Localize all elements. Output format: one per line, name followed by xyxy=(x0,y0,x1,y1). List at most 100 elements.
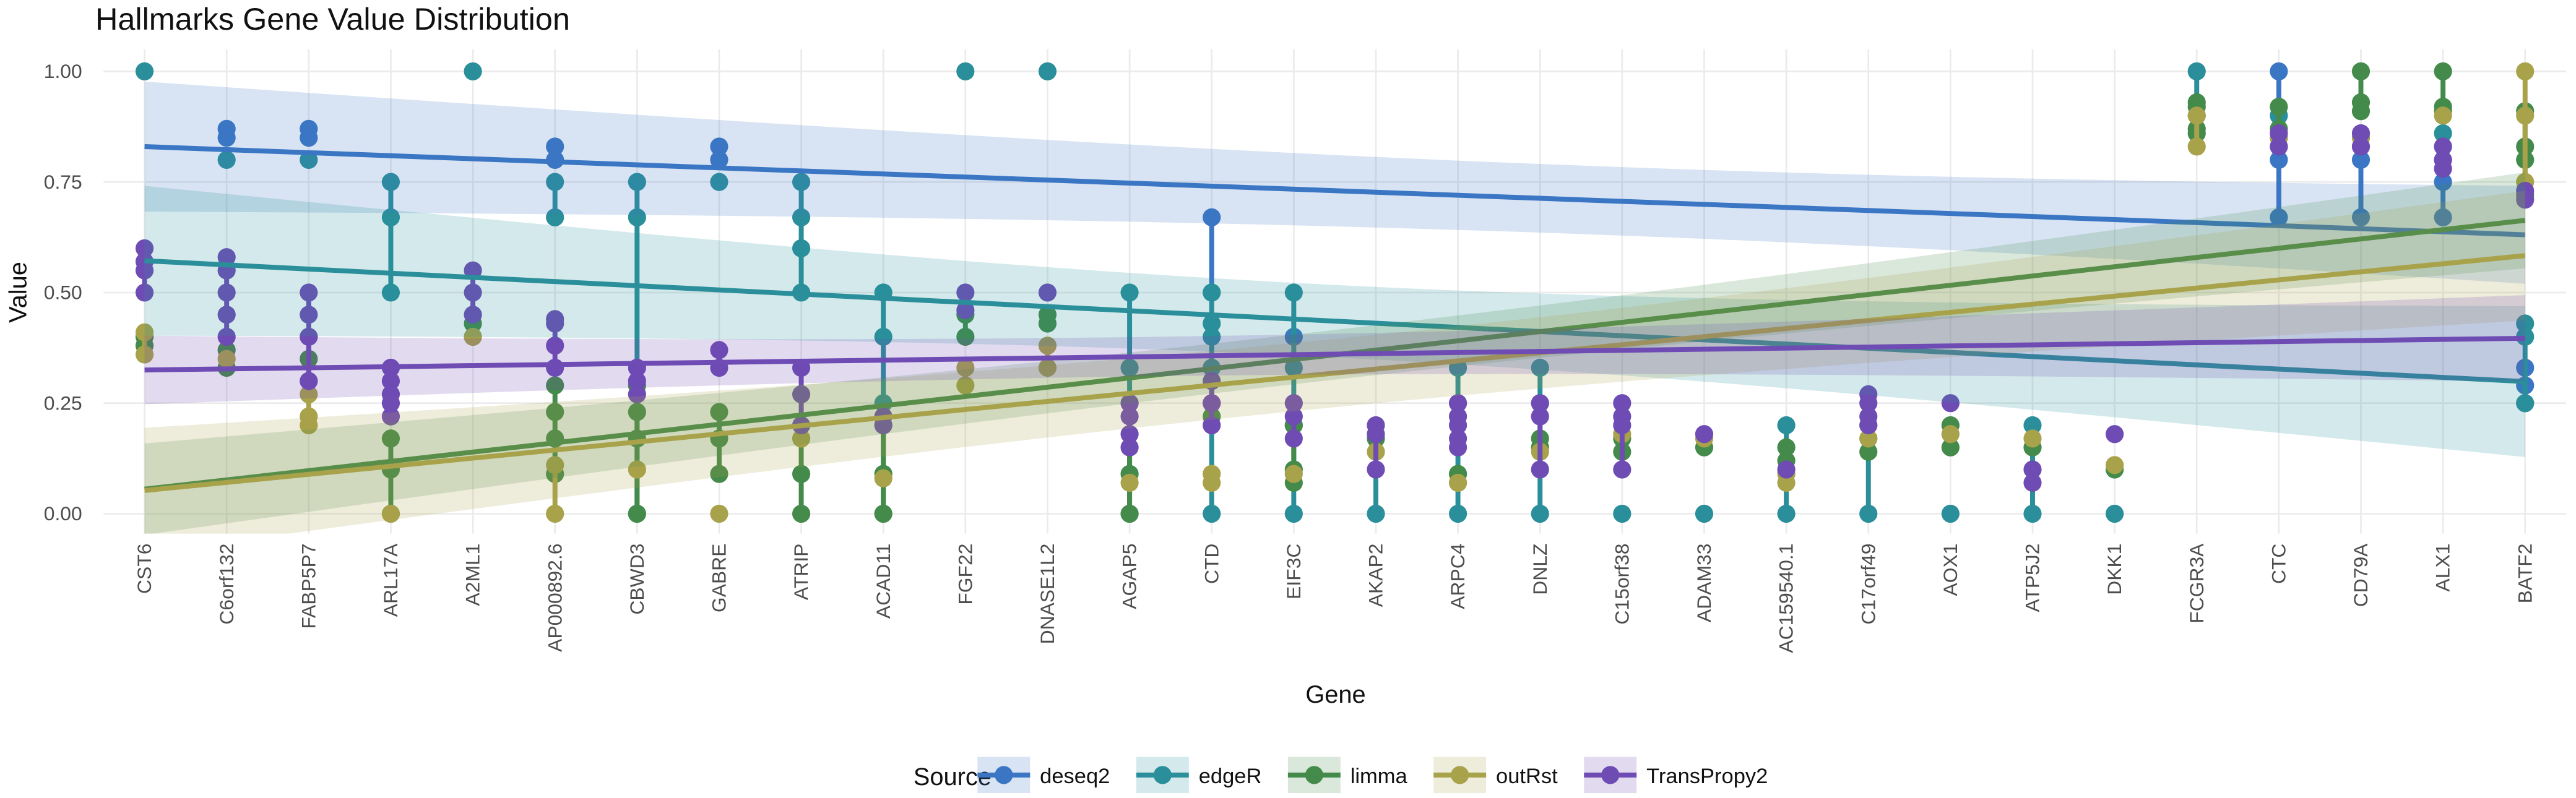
point xyxy=(300,283,318,302)
point xyxy=(628,173,646,191)
point xyxy=(1120,425,1139,444)
point xyxy=(792,173,811,191)
regression-line xyxy=(144,335,2525,373)
legend-dot xyxy=(1305,766,1323,784)
point xyxy=(1448,504,1467,523)
point xyxy=(2351,137,2371,156)
legend-label: deseq2 xyxy=(1040,765,1110,788)
x-tick-label: CBWD3 xyxy=(626,544,648,615)
regression-line xyxy=(144,253,2526,493)
point xyxy=(628,372,646,390)
point xyxy=(1777,438,1796,457)
point xyxy=(710,341,728,359)
point xyxy=(1941,504,1960,523)
confidence-band xyxy=(144,81,2525,284)
confidence-band xyxy=(144,191,2525,534)
x-tick-label: DNLZ xyxy=(1529,544,1551,595)
point xyxy=(1284,504,1303,523)
point xyxy=(1120,504,1139,523)
point xyxy=(956,376,975,395)
point xyxy=(956,283,975,302)
fits xyxy=(144,81,2526,534)
x-tick-label: AKAP2 xyxy=(1365,544,1387,607)
point xyxy=(1120,473,1139,492)
point xyxy=(300,372,318,390)
x-tick-label: CD79A xyxy=(2349,543,2372,607)
point xyxy=(1448,394,1467,413)
point xyxy=(2516,191,2535,209)
point xyxy=(710,137,728,156)
point xyxy=(546,376,564,395)
point xyxy=(2187,106,2206,125)
point xyxy=(2023,429,2042,448)
point xyxy=(1531,394,1549,413)
legend-dot xyxy=(1451,766,1469,784)
x-tick-label: GABRE xyxy=(708,544,730,612)
point xyxy=(1859,429,1878,448)
x-tick-label: AP000892.6 xyxy=(543,544,566,652)
point xyxy=(2023,473,2042,492)
point xyxy=(1941,394,1960,413)
point xyxy=(546,504,564,523)
legend-dot xyxy=(995,766,1013,784)
point xyxy=(2270,62,2288,80)
point xyxy=(381,407,400,426)
point xyxy=(2023,504,2042,523)
x-tick-label: ATP5J2 xyxy=(2021,544,2044,612)
point xyxy=(381,394,400,413)
point xyxy=(874,469,893,487)
point xyxy=(1038,314,1057,333)
x-tick-label: AGAP5 xyxy=(1118,544,1141,609)
point xyxy=(2351,124,2371,143)
x-tick-label: CTC xyxy=(2267,544,2289,584)
point xyxy=(135,283,154,302)
point xyxy=(300,416,318,435)
x-tick-label: EIF3C xyxy=(1282,544,1305,599)
grid: 0.00 0.25 0.50 0.75 1.00 CST6 C6orf132 FABP5P7 A… xyxy=(44,49,2567,653)
point xyxy=(792,429,811,448)
point xyxy=(710,403,728,421)
x-tick-label: ARL17A xyxy=(379,543,402,617)
point xyxy=(2351,208,2371,226)
point xyxy=(874,416,893,435)
point xyxy=(2516,327,2535,346)
point xyxy=(546,173,564,191)
point xyxy=(2516,314,2535,333)
point xyxy=(1613,504,1632,523)
point xyxy=(1367,504,1385,523)
point xyxy=(381,372,400,390)
point xyxy=(628,504,646,523)
x-tick-label: AC159540.1 xyxy=(1775,544,1797,653)
point xyxy=(792,465,811,483)
point xyxy=(1284,465,1303,483)
legend-dot xyxy=(1153,766,1172,784)
point xyxy=(1038,337,1057,355)
x-tick-label: AOX1 xyxy=(1939,544,1961,596)
y-tick-label: 0.25 xyxy=(44,392,82,414)
point xyxy=(217,350,236,368)
point xyxy=(1695,504,1714,523)
point xyxy=(710,504,728,523)
point xyxy=(135,261,154,280)
legend-label: TransPropy2 xyxy=(1646,765,1768,788)
point xyxy=(1367,460,1385,479)
point xyxy=(2434,106,2452,125)
x-tick-label: ATRIP xyxy=(790,544,812,600)
point xyxy=(464,62,482,80)
x-tick-label: ALX1 xyxy=(2432,544,2454,592)
point xyxy=(300,306,318,324)
point xyxy=(381,429,400,448)
point xyxy=(546,314,564,333)
point xyxy=(956,327,975,346)
x-tick-label: FCGR3A xyxy=(2185,543,2208,624)
point xyxy=(1941,425,1960,444)
point xyxy=(1777,473,1796,492)
point xyxy=(2434,124,2452,143)
point xyxy=(1613,416,1632,435)
point xyxy=(2106,504,2124,523)
point xyxy=(1203,416,1221,435)
point xyxy=(381,504,400,523)
x-tick-label: ADAM33 xyxy=(1693,544,1715,622)
x-tick-label: FABP5P7 xyxy=(297,544,319,629)
point xyxy=(956,358,975,377)
